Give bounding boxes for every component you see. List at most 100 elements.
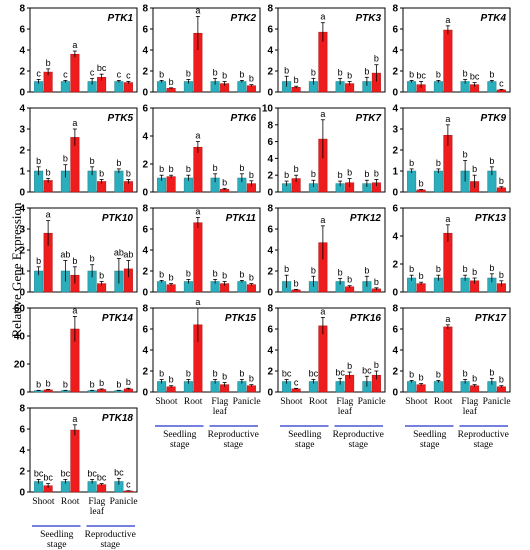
y-tick-label: 2 <box>392 67 398 78</box>
y-tick-label: 8 <box>392 304 398 315</box>
significance-letter: b <box>374 277 379 287</box>
significance-letter: b <box>463 368 468 378</box>
y-tick-label: 2 <box>267 67 273 78</box>
significance-letter: a <box>195 5 200 15</box>
bar-control <box>157 281 167 293</box>
significance-letter: bc <box>282 368 292 378</box>
significance-letter: b <box>46 378 51 388</box>
significance-letter: b <box>347 361 352 371</box>
significance-letter: a <box>320 306 325 316</box>
significance-letter: b <box>186 368 191 378</box>
y-tick-label: 4 <box>392 346 398 357</box>
category-label: Flag <box>211 397 228 407</box>
significance-letter: b <box>116 379 121 389</box>
significance-letter: c <box>126 480 131 490</box>
y-tick-label: 6 <box>267 325 273 336</box>
significance-letter: b <box>99 378 104 388</box>
significance-letter: bc <box>43 473 53 483</box>
y-tick-label: 1 <box>19 167 25 178</box>
y-tick-label: 4 <box>267 346 273 357</box>
significance-letter: a <box>320 109 325 119</box>
significance-letter: b <box>311 67 316 77</box>
y-tick-label: 4 <box>392 232 398 243</box>
significance-letter: b <box>46 58 51 68</box>
panel-title: PTK17 <box>475 313 507 324</box>
y-tick-label: 2 <box>19 246 25 257</box>
bar-control <box>237 81 247 93</box>
y-tick-label: 6 <box>19 425 25 436</box>
category-label: Panicle <box>110 497 138 507</box>
significance-letter: bc <box>61 468 71 478</box>
y-tick-label: 4 <box>267 246 273 257</box>
significance-letter: b <box>239 269 244 279</box>
significance-letter: b <box>284 170 289 180</box>
stage-label: Reproductive <box>208 430 259 440</box>
significance-letter: b <box>499 375 504 385</box>
significance-letter: b <box>159 69 164 79</box>
significance-letter: bc <box>416 71 426 81</box>
y-tick-label: 0 <box>19 288 25 299</box>
y-tick-label: 8 <box>19 4 25 15</box>
stage-label: Reproductive <box>333 430 384 440</box>
bar-control <box>407 170 417 193</box>
category-label: Shoot <box>405 397 428 407</box>
significance-letter: b <box>90 379 95 389</box>
significance-letter: b <box>213 268 218 278</box>
panel-title: PTK6 <box>230 113 256 124</box>
y-tick-label: 2 <box>19 146 25 157</box>
bar-control <box>114 170 124 193</box>
y-tick-label: 8 <box>142 4 148 15</box>
stage-label: stage <box>100 540 120 550</box>
bar-treated <box>246 284 256 293</box>
y-tick-label: 8 <box>267 120 273 131</box>
panel-title: PTK15 <box>225 313 257 324</box>
significance-letter: b <box>284 264 289 274</box>
significance-letter: b <box>364 169 369 179</box>
y-tick-label: 6 <box>392 204 398 215</box>
y-tick-label: 6 <box>392 325 398 336</box>
bar-treated <box>70 53 80 93</box>
y-tick-label: 0 <box>267 88 273 99</box>
category-label: leaf <box>90 506 105 517</box>
y-tick-label: 4 <box>142 132 148 143</box>
y-tick-label: 2 <box>267 171 273 182</box>
significance-letter: b <box>249 74 254 84</box>
significance-letter: bc <box>362 365 372 375</box>
significance-letter: b <box>186 164 191 174</box>
y-tick-label: 8 <box>267 4 273 15</box>
significance-letter: b <box>338 267 343 277</box>
significance-letter: c <box>499 78 504 88</box>
stage-label: stage <box>295 440 315 450</box>
significance-letter: ab <box>114 247 124 257</box>
category-label: Panicle <box>233 397 261 407</box>
significance-letter: b <box>489 367 494 377</box>
bar-control <box>237 281 247 293</box>
significance-letter: c <box>36 68 41 78</box>
panel-title: PTK5 <box>107 113 133 124</box>
significance-letter: b <box>126 168 131 178</box>
significance-letter: a <box>195 131 200 141</box>
panel-title: PTK2 <box>230 13 256 24</box>
y-tick-label: 0 <box>392 288 398 299</box>
significance-letter: b <box>294 164 299 174</box>
y-tick-label: 3 <box>19 125 25 136</box>
significance-letter: c <box>90 67 95 77</box>
significance-letter: b <box>294 75 299 85</box>
y-tick-label: 4 <box>19 204 25 215</box>
significance-letter: b <box>472 267 477 277</box>
significance-letter: b <box>499 176 504 186</box>
panel-title: PTK13 <box>475 213 507 224</box>
significance-letter: b <box>159 164 164 174</box>
significance-letter: b <box>374 360 379 370</box>
significance-letter: b <box>338 67 343 77</box>
y-tick-label: 0 <box>142 88 148 99</box>
significance-letter: b <box>436 158 441 168</box>
panel-title: PTK1 <box>107 13 133 24</box>
significance-letter: b <box>294 278 299 288</box>
y-tick-label: 0 <box>142 288 148 299</box>
significance-letter: b <box>489 263 494 273</box>
category-label: Panicle <box>483 397 511 407</box>
bar-treated <box>193 222 203 293</box>
bar-control <box>433 81 443 93</box>
significance-letter: b <box>409 158 414 168</box>
